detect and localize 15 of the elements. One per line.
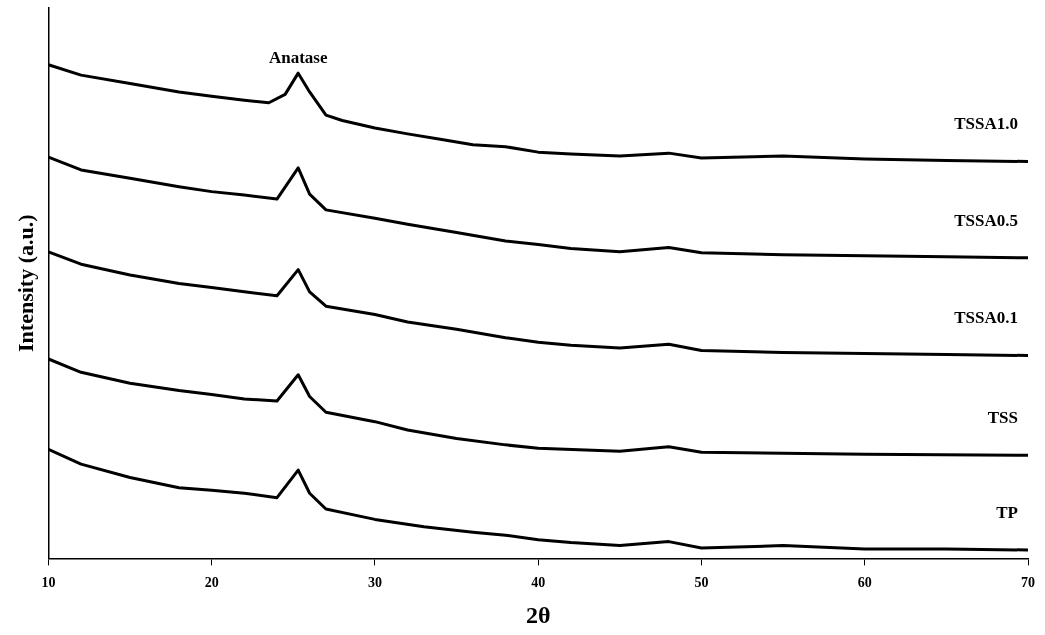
- x-tick-label: 40: [531, 575, 546, 591]
- x-tick-label: 70: [1021, 575, 1035, 591]
- series-label: TSSA1.0: [954, 114, 1018, 134]
- x-tick-label: 50: [694, 575, 709, 591]
- annotation: Anatase: [268, 48, 328, 68]
- x-tick-label: 20: [204, 575, 219, 591]
- x-tick-label: 60: [857, 575, 872, 591]
- series-label: TSSA0.1: [954, 308, 1018, 328]
- x-axis-title: 2θ: [525, 601, 551, 628]
- x-tick-label: 30: [367, 575, 382, 591]
- series-label: TSSA0.5: [954, 210, 1018, 230]
- series-label: TSS: [987, 408, 1018, 428]
- x-tick-label: 10: [41, 575, 56, 591]
- y-axis-title: Intensity (a.u.): [12, 214, 38, 352]
- series-label: TP: [996, 502, 1018, 522]
